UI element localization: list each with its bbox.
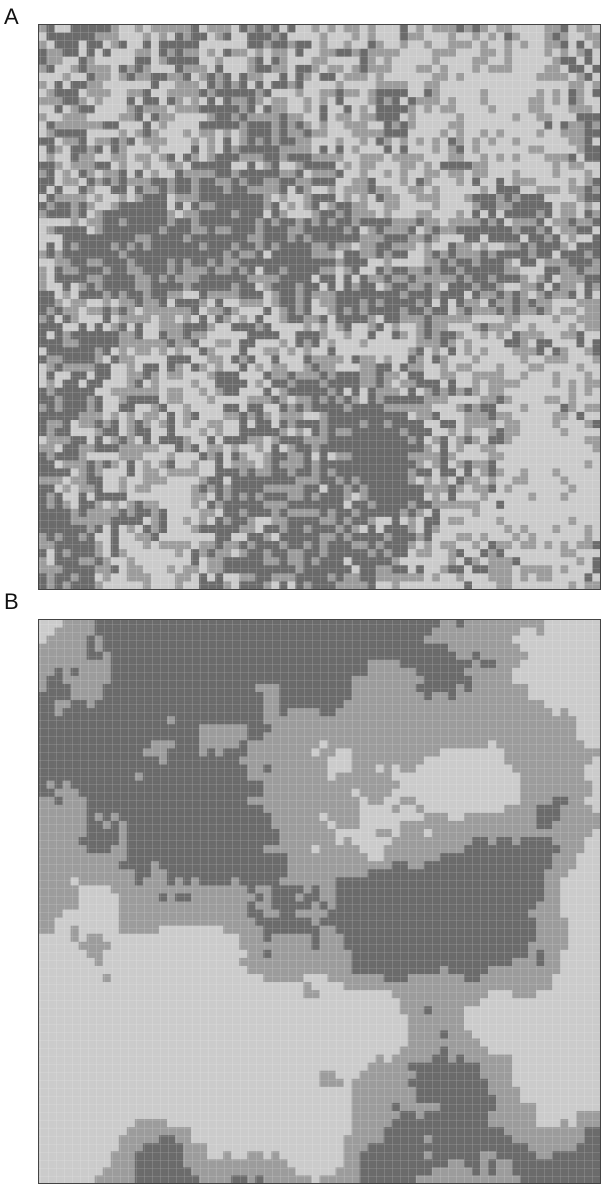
page: A B (() => { const data = JSON.parse(doc…	[0, 0, 601, 1184]
figure: A B	[0, 0, 601, 1184]
lattice-frame	[39, 25, 601, 590]
panel-label: A	[4, 4, 19, 29]
panel-label: B	[4, 589, 19, 614]
